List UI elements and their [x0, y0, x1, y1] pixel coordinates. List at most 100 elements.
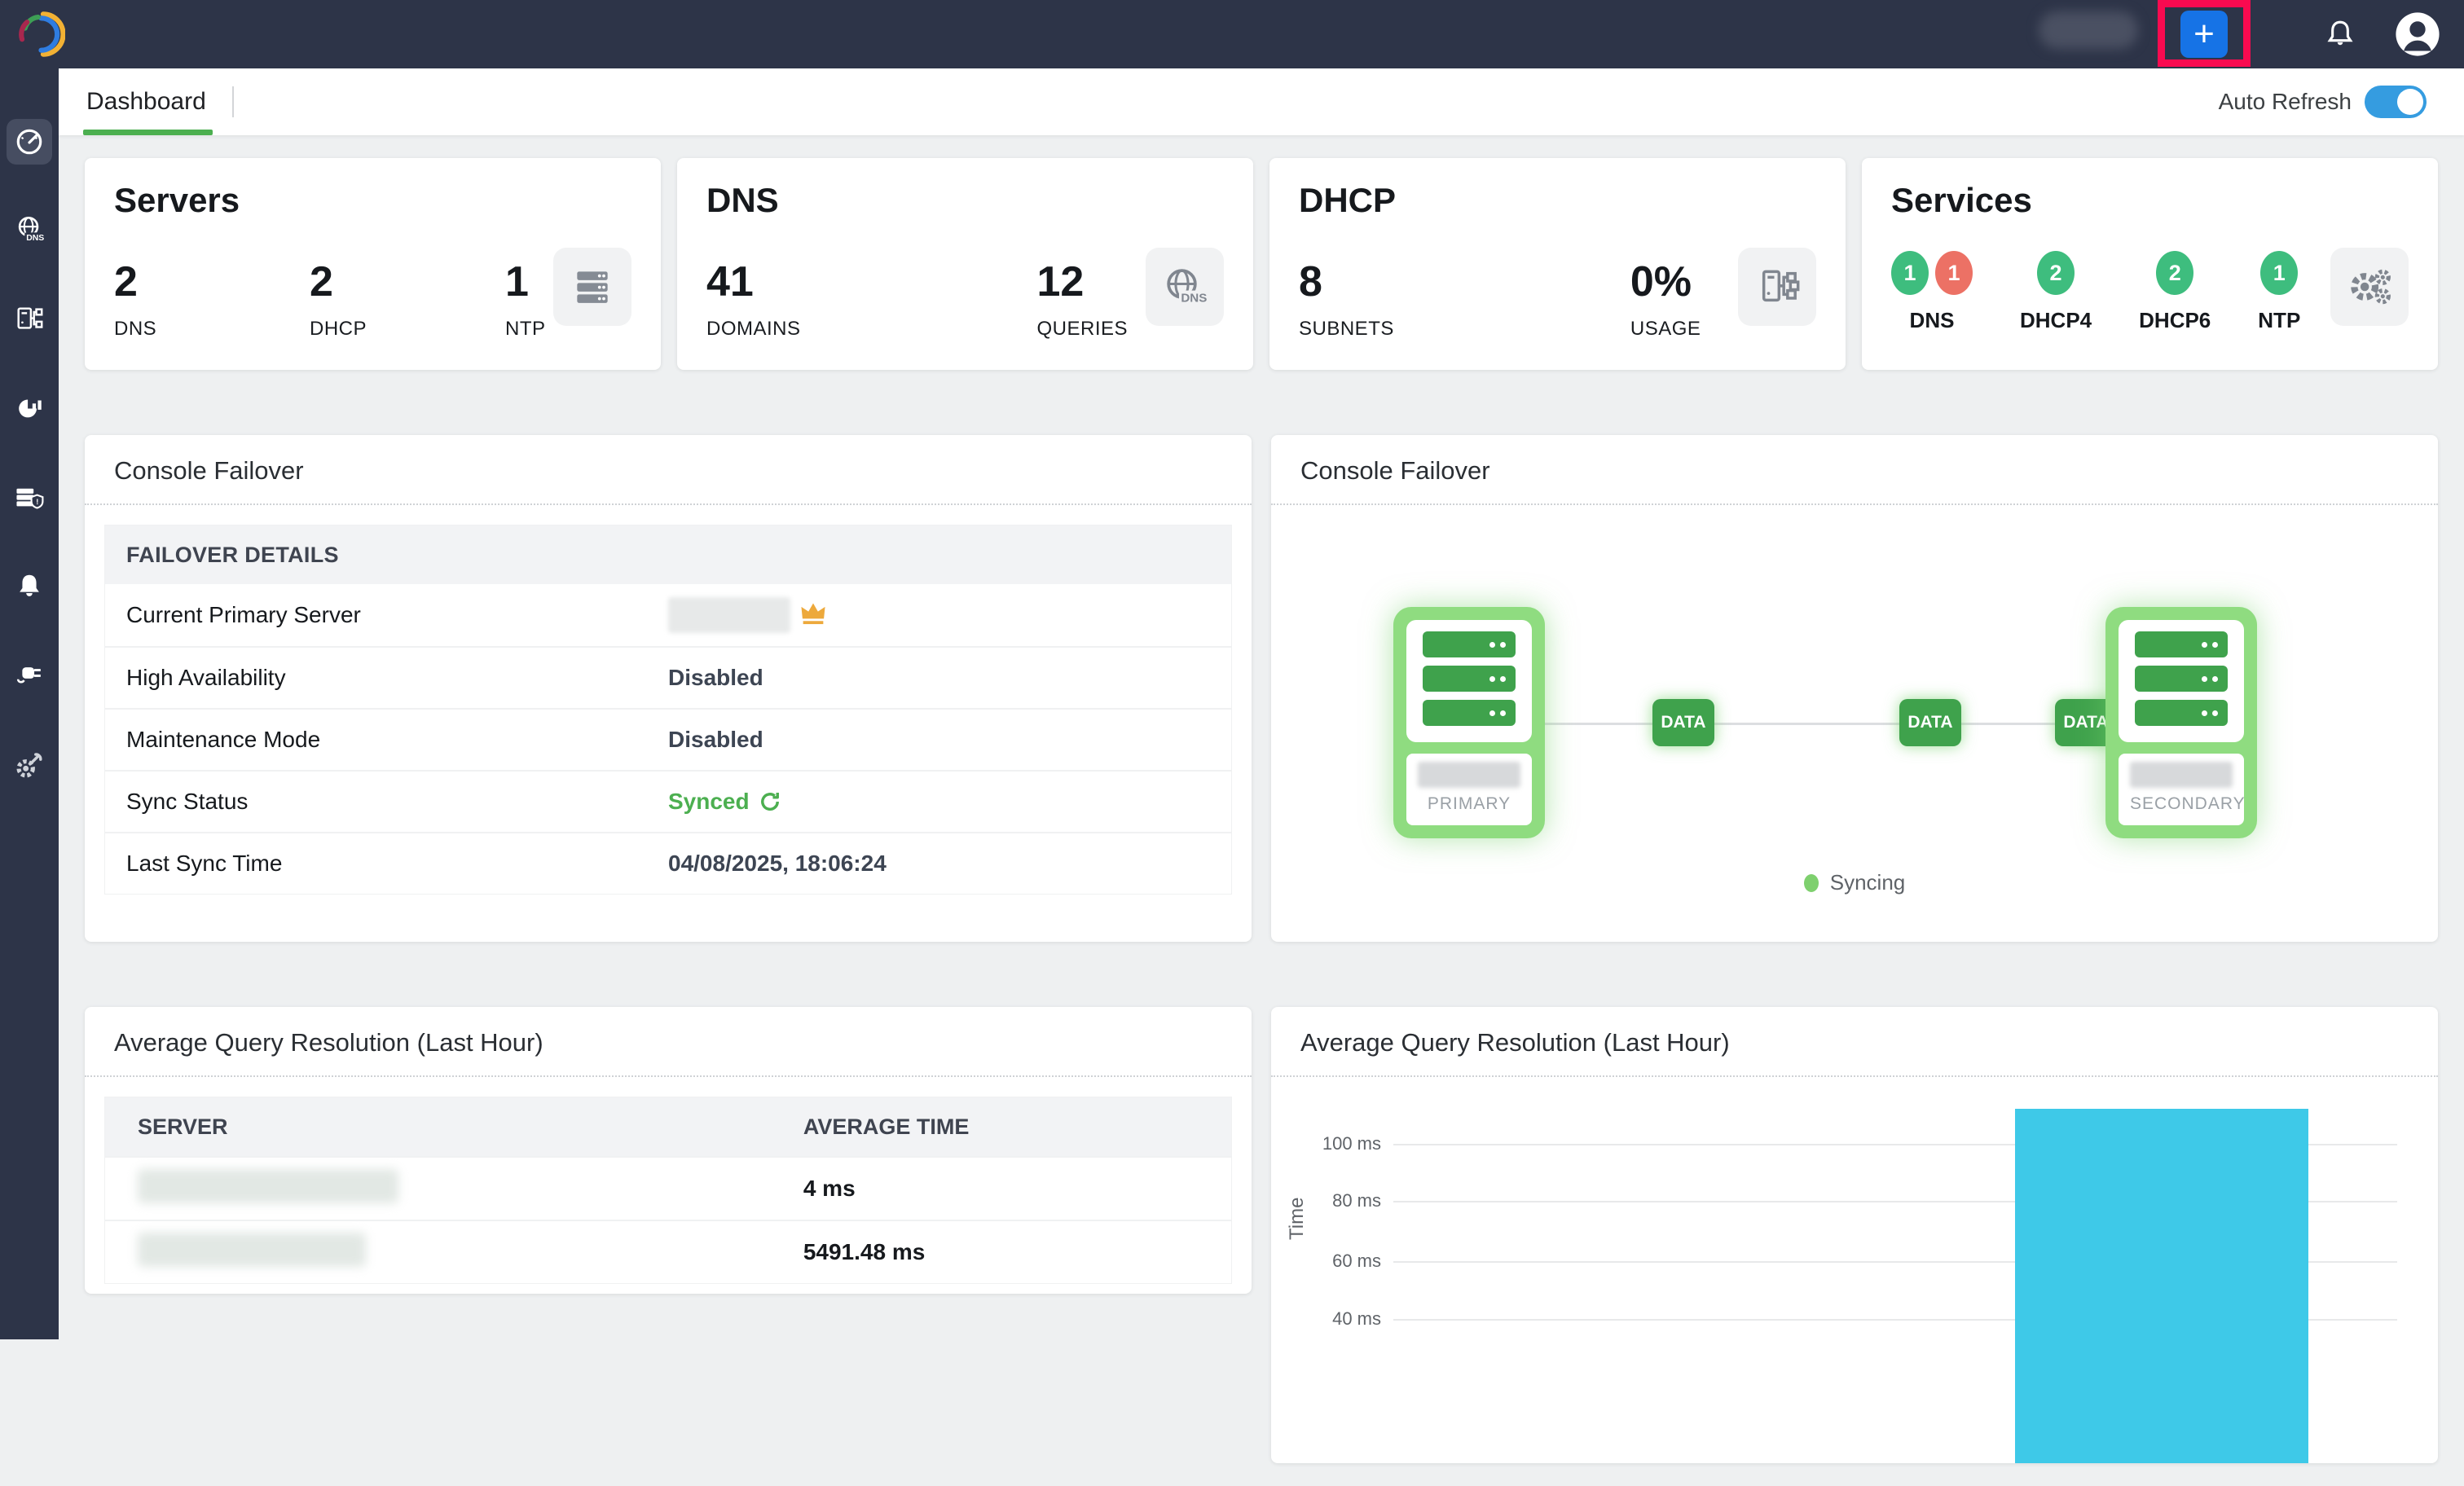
- globe-dns-card-icon: DNS: [1146, 248, 1224, 326]
- user-avatar-icon[interactable]: [2394, 11, 2441, 58]
- table-row: High Availability Disabled: [105, 646, 1231, 708]
- failover-connection-line: [1540, 723, 2120, 725]
- chart-bar: [2015, 1108, 2308, 1463]
- stat-value: 41: [706, 258, 754, 306]
- row-label: Current Primary Server: [126, 602, 361, 627]
- service-group-label: NTP: [2258, 308, 2301, 332]
- tab-bar: Dashboard Auto Refresh: [59, 68, 2464, 135]
- stat-label: DOMAINS: [706, 318, 801, 340]
- sidebar-item-integrations[interactable]: [7, 650, 52, 696]
- tab-dashboard[interactable]: Dashboard: [62, 68, 231, 135]
- query-table-title: Average Query Resolution (Last Hour): [85, 1007, 1252, 1077]
- app-logo-icon[interactable]: [13, 8, 65, 60]
- redacted-topbar-control[interactable]: [2039, 11, 2138, 49]
- stat-usage: 0% USAGE: [1630, 257, 1720, 341]
- stat-label: NTP: [505, 318, 546, 340]
- stat-label: QUERIES: [1036, 318, 1129, 340]
- sidebar-item-dns[interactable]: DNS: [7, 207, 52, 253]
- services-gears-icon: [2330, 248, 2409, 326]
- secondary-server-node: SECONDARY: [2105, 607, 2257, 838]
- row-value: Disabled: [668, 665, 763, 690]
- gear-wrench-icon: [16, 753, 42, 778]
- sync-status-value: Synced: [668, 789, 750, 814]
- tab-divider: [231, 86, 234, 117]
- syncing-legend-label: Syncing: [1829, 870, 1906, 895]
- redacted-server-name: [138, 1168, 398, 1203]
- diagram-legend: Syncing: [1271, 870, 2438, 895]
- sidebar-item-dashboard[interactable]: [7, 119, 52, 165]
- failover-details-table: FAILOVER DETAILS Current Primary Server: [104, 525, 1232, 895]
- service-group-dhcp4: 2 DHCP4: [2020, 251, 2092, 333]
- service-group-label: DNS: [1909, 308, 1955, 332]
- dns-card: DNS 41 DOMAINS 12 QUERIES: [677, 158, 1253, 370]
- redacted-secondary-hostname: [2130, 762, 2233, 788]
- stat-label: DNS: [114, 318, 157, 340]
- y-tick: 80 ms: [1332, 1190, 1381, 1211]
- stat-ntp-servers: 1 NTP: [505, 257, 595, 341]
- stat-value: 12: [1036, 258, 1085, 306]
- stat-queries: 12 QUERIES: [1037, 257, 1129, 341]
- dhcp6-running-badge: 2: [2156, 251, 2194, 295]
- pie-chart-icon: [19, 399, 42, 418]
- table-row: Current Primary Server: [105, 584, 1231, 646]
- failover-details-title: Console Failover: [85, 435, 1252, 505]
- service-group-dns: 1 1 DNS: [1891, 251, 1973, 333]
- sidebar: DNS !: [0, 68, 59, 1339]
- stat-value: 1: [505, 258, 529, 306]
- gauge-icon: [16, 129, 42, 155]
- redacted-server-name: [138, 1232, 366, 1267]
- sidebar-item-ipam[interactable]: [7, 297, 52, 342]
- servers-card-title: Servers: [114, 181, 240, 219]
- gridline: [1393, 1261, 2397, 1263]
- stat-dns-servers: 2 DNS: [114, 257, 204, 341]
- console-failover-details-card: Console Failover FAILOVER DETAILS Curren…: [85, 435, 1252, 942]
- service-group-label: DHCP4: [2020, 308, 2092, 332]
- y-tick: 100 ms: [1322, 1133, 1381, 1154]
- table-row: 4 ms: [105, 1156, 1231, 1220]
- y-tick: 60 ms: [1332, 1251, 1381, 1271]
- row-value: 04/08/2025, 18:06:24: [668, 851, 887, 876]
- server-shield-icon: !: [16, 488, 44, 509]
- redacted-primary-hostname: [1418, 762, 1520, 788]
- bell-icon: [20, 574, 39, 596]
- failover-diagram: PRIMARY DATA DATA DATA SECONDARY: [1271, 505, 2438, 929]
- notifications-bell-icon[interactable]: [2322, 16, 2358, 52]
- tab-dashboard-label: Dashboard: [86, 88, 206, 115]
- stat-subnets: 8 SUBNETS: [1299, 257, 1394, 341]
- stat-label: USAGE: [1630, 318, 1701, 340]
- dhcp4-running-badge: 2: [2037, 251, 2075, 295]
- gridline: [1393, 1201, 2397, 1202]
- console-failover-diagram-card: Console Failover PRIMARY DATA DATA: [1271, 435, 2438, 942]
- svg-text:!: !: [36, 498, 38, 507]
- servers-card: Servers 2 DNS 2 DHCP 1 NTP: [85, 158, 661, 370]
- sidebar-item-admin[interactable]: [7, 742, 52, 788]
- stat-domains: 41 DOMAINS: [706, 257, 801, 341]
- refresh-icon: [760, 793, 779, 811]
- sidebar-item-alerts[interactable]: [7, 563, 52, 609]
- dhcp-card-title: DHCP: [1299, 181, 1397, 219]
- data-packet-badge: DATA: [1652, 699, 1714, 746]
- auto-refresh-toggle[interactable]: [2365, 86, 2427, 118]
- dns-running-badge: 1: [1891, 251, 1929, 295]
- stat-value: 2: [310, 258, 333, 306]
- column-header-server: SERVER: [138, 1114, 228, 1139]
- table-row: 5491.48 ms: [105, 1220, 1231, 1283]
- tab-active-underline: [83, 130, 213, 135]
- main-content: Dashboard Auto Refresh Servers 2 DNS 2: [59, 68, 2464, 1486]
- secondary-role-label: SECONDARY: [2130, 794, 2246, 813]
- failover-diagram-title: Console Failover: [1271, 435, 2438, 505]
- row-label: Maintenance Mode: [126, 727, 321, 752]
- column-header-average-time: AVERAGE TIME: [803, 1114, 970, 1139]
- data-packet-badge: DATA: [1899, 699, 1961, 746]
- avg-time-value: 4 ms: [803, 1176, 856, 1201]
- dns-stopped-badge: 1: [1935, 251, 1973, 295]
- add-button[interactable]: +: [2180, 11, 2228, 58]
- avg-time-value: 5491.48 ms: [803, 1239, 926, 1264]
- stat-label: DHCP: [310, 318, 367, 340]
- failover-table-header: FAILOVER DETAILS: [105, 525, 1231, 584]
- service-group-ntp: 1 NTP: [2258, 251, 2300, 333]
- primary-role-label: PRIMARY: [1427, 794, 1511, 813]
- sidebar-item-reports[interactable]: [7, 385, 52, 431]
- stat-value: 8: [1299, 258, 1322, 306]
- sidebar-item-security[interactable]: !: [7, 475, 52, 521]
